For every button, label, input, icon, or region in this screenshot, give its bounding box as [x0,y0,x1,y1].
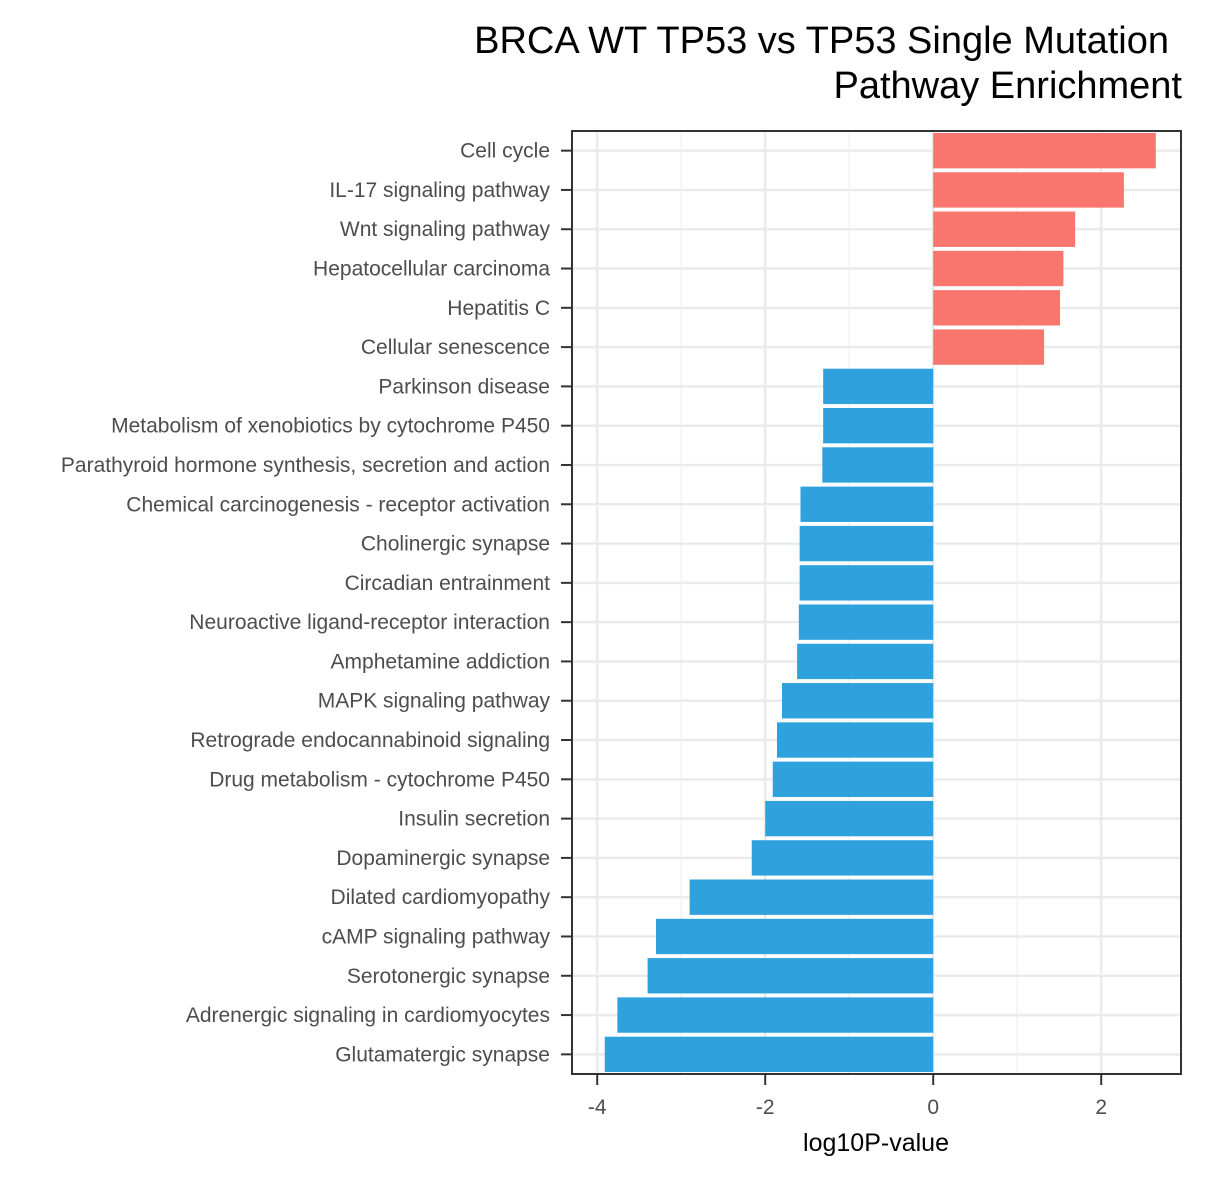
bar [933,250,1064,287]
bar [765,800,934,837]
x-tick-label: 0 [927,1096,939,1119]
bar [823,408,934,444]
x-tick-label: -2 [756,1096,775,1119]
y-tick-label: Insulin secretion [398,808,550,831]
bar [689,879,934,915]
y-tick-label: cAMP signaling pathway [322,925,551,948]
bar [822,447,934,483]
y-tick-label: IL-17 signaling pathway [329,179,550,202]
y-tick-label: Drug metabolism - cytochrome P450 [209,768,550,791]
bar [776,722,934,758]
y-tick-label: Neuroactive ligand-receptor interaction [189,611,550,634]
y-tick-label: Wnt signaling pathway [340,218,551,241]
y-tick-label: Retrograde endocannabinoid signaling [190,729,550,752]
panel-border [571,130,1182,1075]
bar [800,486,934,522]
bars [604,132,1156,1073]
bar [604,1036,934,1073]
x-tick-label: -4 [588,1096,607,1119]
bar [933,211,1076,247]
bar [823,368,934,405]
y-tick-label: Glutamatergic synapse [335,1043,550,1066]
y-tick-label: Serotonergic synapse [347,965,550,988]
y-tick-label: Dopaminergic synapse [336,847,550,870]
y-axis: Cell cycle IL-17 signaling pathway Wnt sig… [61,140,572,1066]
x-tick-label: 2 [1095,1096,1107,1119]
bar [933,290,1061,326]
y-tick-label: Chemical carcinogenesis - receptor activ… [126,493,550,516]
bar [782,683,934,719]
bar [799,525,934,562]
bar [933,172,1124,208]
y-tick-label: Hepatocellular carcinoma [313,258,550,281]
y-tick-label: Circadian entrainment [345,572,551,595]
y-tick-label: Hepatitis C [447,297,550,320]
y-tick-label: MAPK signaling pathway [318,690,551,713]
bar [799,565,934,601]
y-tick-label: Dilated cardiomyopathy [331,886,551,909]
bar [797,643,934,680]
bar [617,997,934,1033]
chart-title-line-2: Pathway Enrichment [834,65,1183,107]
bar [798,604,934,640]
y-tick-label: Metabolism of xenobiotics by cytochrome … [111,415,550,438]
bar [656,918,934,955]
bar [647,958,934,994]
y-tick-label: Parathyroid hormone synthesis, secretion… [61,454,550,477]
y-tick-label: Adrenergic signaling in cardiomyocytes [186,1004,550,1027]
bar [933,329,1045,365]
y-tick-label: Amphetamine addiction [331,650,550,673]
y-tick-label: Parkinson disease [378,375,550,398]
bar [933,132,1156,169]
x-axis-title: log10P-value [803,1129,949,1157]
y-tick-label: Cholinergic synapse [361,533,550,556]
x-axis: -4 -2 0 2 [588,1074,1107,1119]
bar [772,761,934,797]
y-tick-label: Cell cycle [460,140,550,163]
chart-title-line-1: BRCA WT TP53 vs TP53 Single Mutation [474,20,1169,62]
bar [751,840,934,876]
y-tick-label: Cellular senescence [361,336,550,359]
